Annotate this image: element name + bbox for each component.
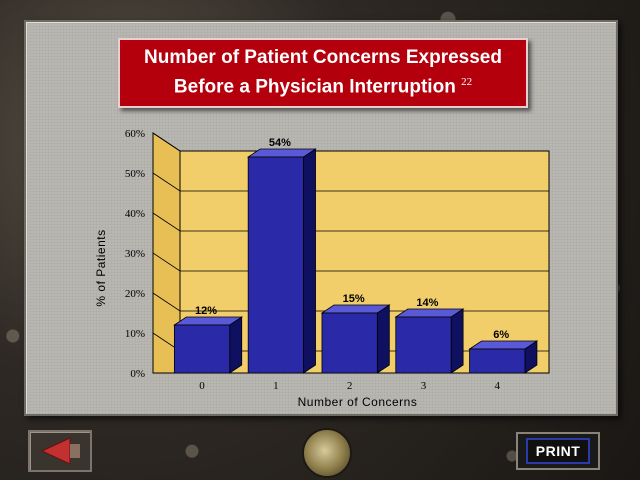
title-footnote: 22 <box>461 76 473 89</box>
data-label: 12% <box>195 305 217 317</box>
data-label: 54% <box>269 137 291 149</box>
bar-side <box>229 316 243 374</box>
bar <box>469 348 526 374</box>
x-tick-label: 2 <box>347 380 353 392</box>
x-axis-title: Number of Concerns <box>298 395 418 409</box>
gridline <box>152 252 549 272</box>
x-tick-label: 1 <box>273 380 279 392</box>
title-line-2: Before a Physician Interruption 22 <box>120 70 526 99</box>
y-tick-label: 30% <box>125 248 145 260</box>
print-button[interactable]: PRINT <box>516 432 600 470</box>
data-label: 15% <box>343 293 365 305</box>
y-tick-label: 0% <box>130 368 145 380</box>
x-tick-label: 0 <box>199 380 205 392</box>
title-line-1: Number of Patient Concerns Expressed <box>144 47 502 69</box>
bar-top <box>468 340 539 350</box>
back-button[interactable] <box>28 430 92 472</box>
y-tick-label: 50% <box>125 168 145 180</box>
gridline <box>152 132 549 152</box>
bar-top <box>246 148 317 158</box>
bar <box>321 312 378 374</box>
bar-side <box>450 308 464 374</box>
left-arrow-icon <box>40 437 80 465</box>
y-axis-title: % of Patients <box>94 229 108 306</box>
x-tick-label: 3 <box>421 380 427 392</box>
bar-top <box>394 308 465 318</box>
bar <box>395 316 452 374</box>
y-tick-label: 10% <box>125 328 145 340</box>
bar-top <box>320 304 391 314</box>
data-label: 14% <box>416 297 438 309</box>
bar <box>247 156 304 374</box>
x-tick-label: 4 <box>495 380 501 392</box>
y-tick-label: 40% <box>125 208 145 220</box>
gridline <box>152 172 549 192</box>
bar-side <box>376 304 390 374</box>
bar-top <box>173 316 244 326</box>
bar <box>173 324 231 374</box>
gridline <box>152 212 549 232</box>
y-tick-label: 60% <box>125 128 145 140</box>
chart-title: Number of Patient Concerns Expressed Bef… <box>118 38 528 108</box>
y-tick-label: 20% <box>125 288 145 300</box>
print-button-label: PRINT <box>525 438 591 464</box>
bar-side <box>303 148 316 374</box>
title-line-2-text: Before a Physician Interruption <box>173 76 456 98</box>
shell-icon[interactable] <box>302 428 352 478</box>
data-label: 6% <box>493 329 509 341</box>
